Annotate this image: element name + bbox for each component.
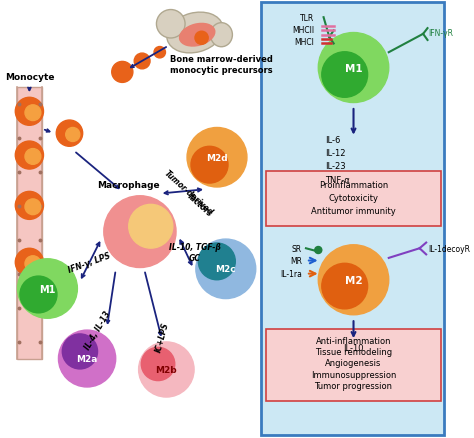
Ellipse shape xyxy=(156,11,185,39)
Text: GC: GC xyxy=(189,254,201,263)
Circle shape xyxy=(20,276,57,313)
Text: Proinflammation: Proinflammation xyxy=(319,180,388,189)
Text: M2a: M2a xyxy=(76,354,98,363)
Text: M2b: M2b xyxy=(155,365,177,374)
Text: Angiogenesis: Angiogenesis xyxy=(325,359,382,367)
Circle shape xyxy=(315,247,322,254)
FancyBboxPatch shape xyxy=(266,329,441,402)
Circle shape xyxy=(66,128,80,142)
Circle shape xyxy=(195,32,208,45)
FancyBboxPatch shape xyxy=(17,88,42,359)
Text: MHCII: MHCII xyxy=(292,26,314,35)
Ellipse shape xyxy=(179,24,216,48)
Circle shape xyxy=(25,199,41,215)
Circle shape xyxy=(196,240,256,299)
Text: IL-1ra: IL-1ra xyxy=(280,269,302,278)
Text: IL-12: IL-12 xyxy=(325,149,346,158)
Text: IL-10: IL-10 xyxy=(343,343,364,352)
Circle shape xyxy=(58,330,116,387)
FancyBboxPatch shape xyxy=(266,172,441,227)
Text: IFN-γR: IFN-γR xyxy=(428,29,454,38)
Circle shape xyxy=(25,149,41,165)
Text: Tumor progression: Tumor progression xyxy=(315,381,392,390)
Circle shape xyxy=(15,142,44,170)
Text: Cytotoxicity: Cytotoxicity xyxy=(328,194,379,202)
Circle shape xyxy=(112,62,133,83)
Text: MHCI: MHCI xyxy=(294,38,314,47)
Circle shape xyxy=(15,192,44,220)
Text: Antitumor immunity: Antitumor immunity xyxy=(311,207,396,215)
Text: IL-4, IL-13: IL-4, IL-13 xyxy=(83,310,113,351)
Text: Anti-inflammation: Anti-inflammation xyxy=(316,336,391,345)
Circle shape xyxy=(134,54,150,70)
Circle shape xyxy=(198,244,235,280)
Circle shape xyxy=(138,342,194,397)
Circle shape xyxy=(104,196,176,268)
Text: IC+LPS: IC+LPS xyxy=(154,321,170,353)
Text: IL-23: IL-23 xyxy=(325,162,346,171)
Circle shape xyxy=(15,249,44,277)
Text: M1: M1 xyxy=(39,284,55,294)
Text: IL-10, TGF-β: IL-10, TGF-β xyxy=(169,243,221,252)
Circle shape xyxy=(318,245,389,315)
Text: IL-6: IL-6 xyxy=(325,136,340,145)
Text: SR: SR xyxy=(292,244,302,253)
Text: TNF-α: TNF-α xyxy=(325,175,350,184)
FancyBboxPatch shape xyxy=(261,3,444,435)
Text: Tumor-derived: Tumor-derived xyxy=(162,169,215,217)
Text: monocytic precursors: monocytic precursors xyxy=(170,66,273,75)
Text: TLR: TLR xyxy=(300,14,314,23)
Text: M2d: M2d xyxy=(206,153,228,162)
Circle shape xyxy=(318,33,389,103)
Text: factors: factors xyxy=(185,192,214,219)
Text: M2: M2 xyxy=(345,275,362,285)
Ellipse shape xyxy=(210,24,232,48)
Circle shape xyxy=(187,128,247,187)
Text: Bone marrow-derived: Bone marrow-derived xyxy=(170,55,273,64)
Ellipse shape xyxy=(167,13,223,54)
Text: MR: MR xyxy=(290,256,302,265)
Circle shape xyxy=(25,106,41,121)
Circle shape xyxy=(15,98,44,126)
Circle shape xyxy=(322,264,368,309)
Text: Tissue remodeling: Tissue remodeling xyxy=(315,347,392,356)
Circle shape xyxy=(191,147,228,184)
Text: IFN-γ, LPS: IFN-γ, LPS xyxy=(67,251,112,275)
Circle shape xyxy=(56,121,82,147)
Circle shape xyxy=(141,347,175,381)
Circle shape xyxy=(18,259,77,318)
Text: IL-1decoyR: IL-1decoyR xyxy=(428,244,470,253)
Text: M1: M1 xyxy=(345,64,362,73)
Circle shape xyxy=(322,53,368,98)
Text: Macrophage: Macrophage xyxy=(98,181,160,190)
Text: Immunosuppression: Immunosuppression xyxy=(311,370,396,379)
Circle shape xyxy=(25,256,41,272)
Circle shape xyxy=(62,334,98,369)
Circle shape xyxy=(154,47,165,59)
Text: M2c: M2c xyxy=(216,265,236,274)
Circle shape xyxy=(129,205,173,248)
Text: Monocyte: Monocyte xyxy=(5,73,54,81)
